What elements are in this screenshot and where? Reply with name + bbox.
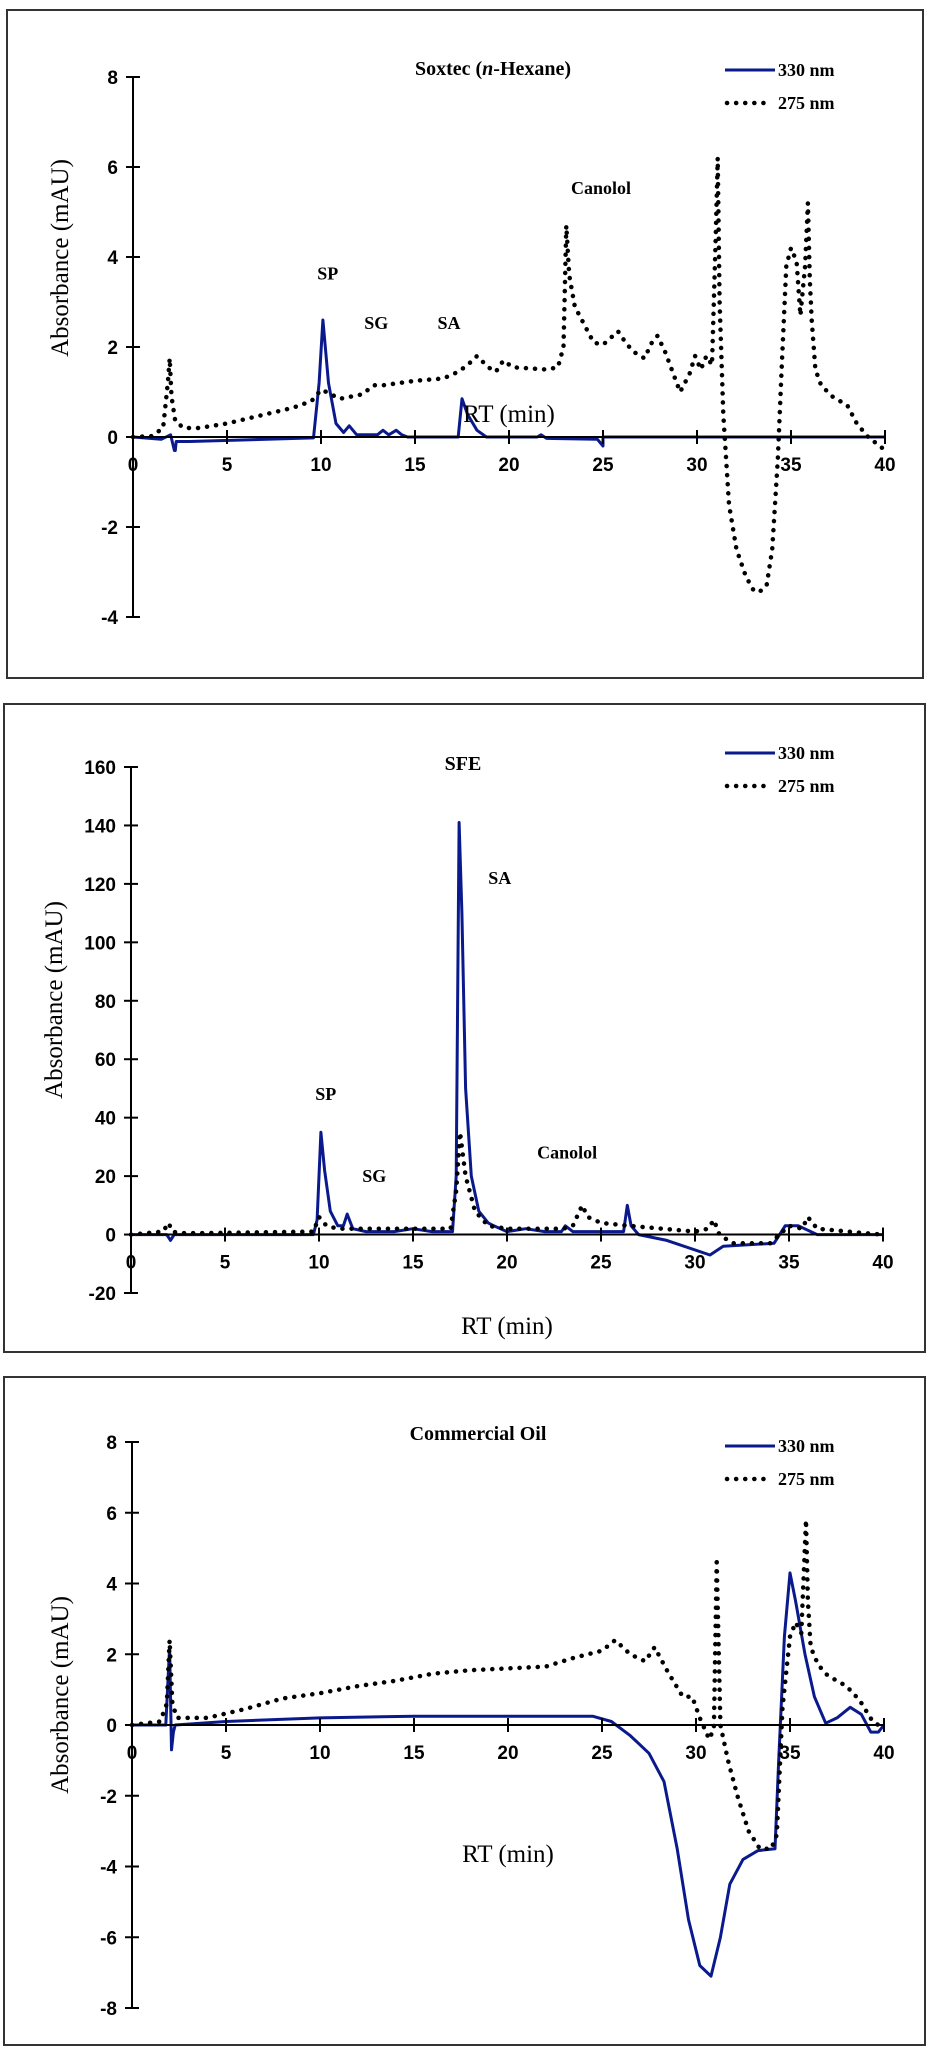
legend: 330 nm 275 nm — [724, 743, 835, 796]
y-tick-label: -2 — [100, 1787, 117, 1808]
x-axis-title: RT (min) — [461, 1313, 553, 1340]
x-tick-label: 30 — [685, 1743, 706, 1764]
peak-label: SG — [364, 313, 388, 333]
peak-label: SG — [362, 1166, 386, 1186]
legend-label: 330 nm — [778, 1436, 835, 1456]
y-tick-label: 40 — [95, 1109, 116, 1130]
series-line-330-nm — [132, 1571, 886, 1978]
legend-label: 330 nm — [778, 743, 835, 763]
legend: 330 nm 275 nm — [724, 60, 835, 113]
legend-label: 275 nm — [778, 776, 835, 796]
y-tick-label: 4 — [107, 248, 118, 269]
x-tick-label: 15 — [404, 455, 426, 476]
x-tick-label: 35 — [780, 455, 802, 476]
y-tick-label: 6 — [106, 1504, 117, 1525]
x-tick-label: 40 — [872, 1253, 893, 1274]
peak-label: Canolol — [537, 1143, 597, 1163]
x-tick-label: 10 — [309, 1743, 330, 1764]
y-tick-label: 100 — [84, 933, 116, 954]
y-tick-label: 0 — [107, 428, 118, 449]
y-tick-label: 20 — [95, 1167, 116, 1188]
y-tick-label: 140 — [84, 816, 116, 837]
series-line-275-nm — [130, 155, 888, 595]
legend-label: 330 nm — [778, 60, 835, 80]
x-tick-label: 10 — [310, 455, 331, 476]
y-tick-label: -4 — [101, 608, 118, 629]
y-axis-title: Absorbance (mAU) — [47, 159, 74, 357]
y-axis-title: Absorbance (mAU) — [47, 1596, 74, 1794]
y-tick-label: 0 — [106, 1716, 117, 1737]
y-tick-label: 160 — [84, 758, 116, 779]
x-tick-label: 20 — [496, 1253, 517, 1274]
x-tick-label: 10 — [308, 1253, 329, 1274]
y-tick-label: 6 — [107, 158, 118, 179]
x-tick-label: 20 — [498, 455, 519, 476]
legend: 330 nm 275 nm — [724, 1436, 835, 1489]
series-line-275-nm — [128, 1130, 886, 1246]
x-tick-label: 15 — [403, 1743, 425, 1764]
y-tick-label: -6 — [100, 1928, 117, 1949]
chart-title: Commercial Oil — [410, 1423, 547, 1445]
peak-label: SP — [317, 264, 338, 284]
peak-label: SA — [438, 313, 461, 333]
y-tick-label: -8 — [100, 1999, 117, 2020]
y-tick-label: 8 — [106, 1433, 117, 1454]
x-axis-title: RT (min) — [463, 401, 555, 428]
x-tick-label: 0 — [127, 1743, 138, 1764]
panel-sfe: SFE -20 0 20 40 60 80 100 120 140 160 0 5 10 15 20 25 30… — [3, 703, 926, 1353]
x-tick-label: 25 — [590, 1253, 612, 1274]
y-tick-label: 120 — [84, 875, 116, 896]
x-tick-label: 30 — [686, 455, 707, 476]
x-tick-label: 5 — [221, 1743, 232, 1764]
x-tick-label: 5 — [220, 1253, 231, 1274]
x-tick-label: 30 — [684, 1253, 705, 1274]
peak-label: SA — [488, 868, 511, 888]
y-tick-label: 4 — [106, 1575, 117, 1596]
panel-commercial-oil: Commercial Oil -8 -6 -4 -2 0 2 4 6 8 0 5 10 15 20 25 30… — [3, 1376, 926, 2046]
series-line-275-nm — [129, 1517, 887, 1852]
panel-border — [3, 703, 926, 1353]
x-tick-label: 15 — [402, 1253, 424, 1274]
x-tick-label: 35 — [778, 1253, 800, 1274]
x-axis-title: RT (min) — [462, 1841, 554, 1868]
panel-soxtec: Soxtec (n-Hexane) -4 -2 0 2 4 6 8 0 5 10 15 20 25 30 3… — [6, 9, 924, 679]
x-tick-label: 25 — [592, 455, 614, 476]
chart-title: Soxtec (n-Hexane) — [415, 58, 571, 80]
y-tick-label: 2 — [106, 1645, 117, 1666]
x-tick-label: 5 — [222, 455, 233, 476]
x-tick-label: 25 — [591, 1743, 613, 1764]
y-tick-label: 0 — [105, 1226, 116, 1247]
y-tick-label: 80 — [95, 992, 116, 1013]
x-tick-label: 0 — [126, 1253, 137, 1274]
series-line-330-nm — [132, 318, 885, 452]
peak-label: Canolol — [571, 178, 631, 198]
y-tick-label: 60 — [95, 1050, 116, 1071]
panel-border — [6, 9, 924, 679]
legend-label: 275 nm — [778, 93, 835, 113]
legend-label: 275 nm — [778, 1469, 835, 1489]
x-tick-label: 40 — [873, 1743, 894, 1764]
y-tick-label: -2 — [101, 518, 118, 539]
x-tick-label: 0 — [128, 455, 139, 476]
y-axis-title: Absorbance (mAU) — [41, 901, 68, 1099]
y-tick-label: -4 — [100, 1858, 117, 1879]
x-tick-label: 20 — [497, 1743, 518, 1764]
y-tick-label: 2 — [107, 338, 118, 359]
y-tick-label: 8 — [107, 68, 118, 89]
chart-title: SFE — [445, 753, 482, 775]
x-tick-label: 35 — [779, 1743, 801, 1764]
y-tick-label: -20 — [89, 1284, 116, 1305]
x-tick-label: 40 — [874, 455, 895, 476]
series-line-330-nm — [131, 821, 883, 1257]
peak-label: SP — [315, 1084, 336, 1104]
panel-border — [3, 1376, 926, 2046]
